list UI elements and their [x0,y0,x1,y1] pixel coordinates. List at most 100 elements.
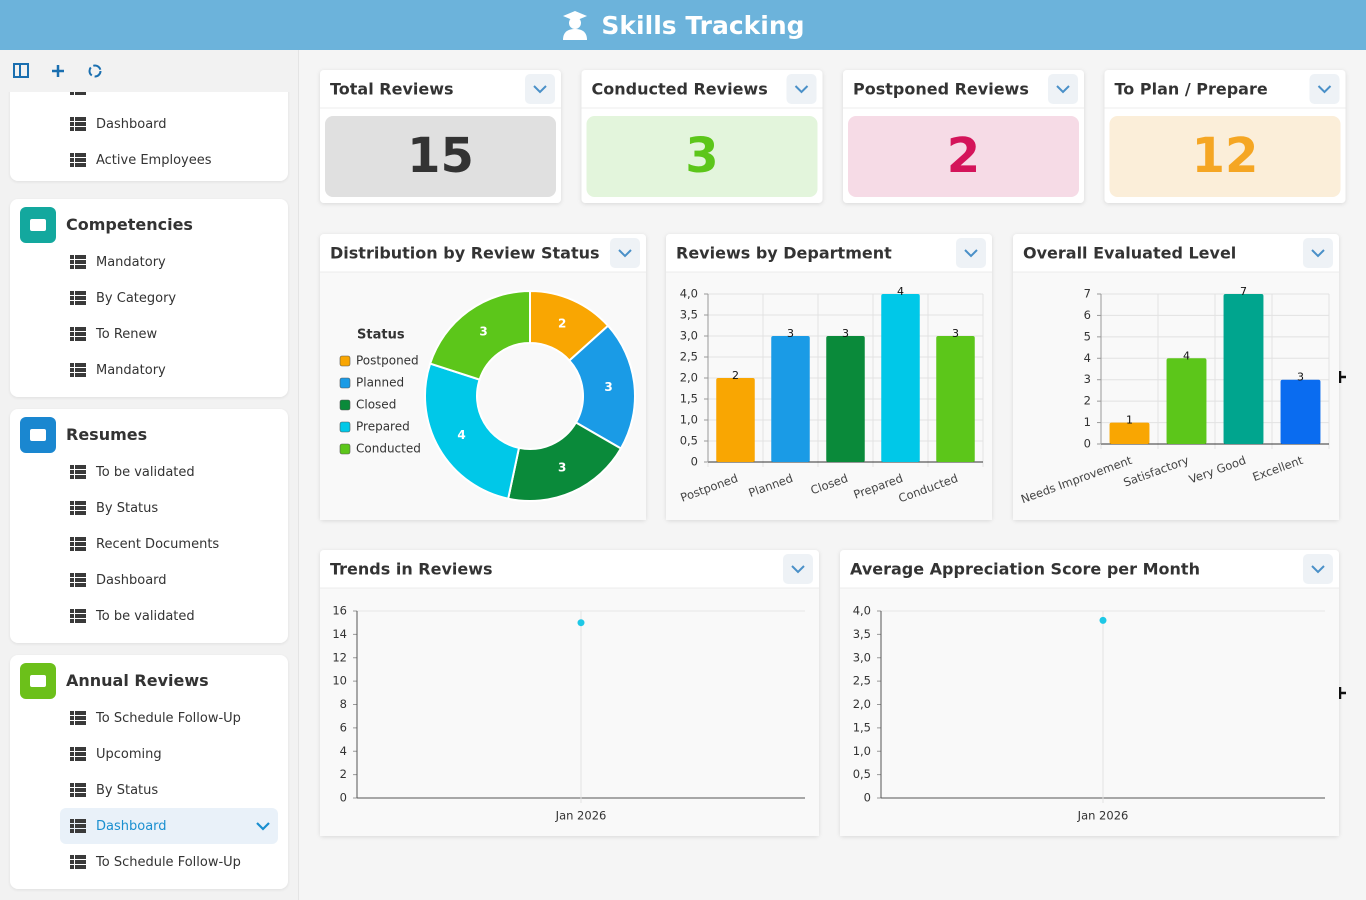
add-button[interactable] [52,65,64,77]
group-title[interactable]: Resumes [66,425,148,444]
slice-label: 3 [558,461,566,475]
menu-button[interactable] [1303,554,1333,584]
y-tick-label: 3 [1084,372,1091,386]
menu-item[interactable]: By Status [60,772,278,808]
y-tick-label: 10 [332,674,347,688]
item-label: With Documents [96,92,204,96]
menu-button[interactable] [525,74,555,104]
y-tick-label: 0 [691,455,698,469]
item-icon [70,501,86,515]
y-tick-label: 12 [332,650,347,664]
y-tick-label: 7 [1084,287,1091,301]
item-icon [70,291,86,305]
menu-button[interactable] [956,238,986,268]
item-icon [70,783,86,797]
pie-slice [506,421,623,502]
sidebar-menu: With Documents Dashboard Active Employees C… [0,92,298,900]
menu-item[interactable]: With Documents [60,92,278,106]
legend-label[interactable]: Postponed [356,354,419,368]
legend-label[interactable]: Closed [356,398,396,412]
bar [771,336,810,462]
item-icon [70,573,86,587]
menu-item[interactable]: To Renew [60,316,278,352]
legend-label[interactable]: Conducted [356,442,421,456]
group-icon [20,663,56,699]
chevron [533,85,547,94]
menu-item[interactable]: Active Employees [60,142,278,178]
y-tick-label: 0,5 [680,434,698,448]
menu-button[interactable] [783,554,813,584]
group-title[interactable]: Competencies [66,215,193,234]
menu-item[interactable]: Dashboard [60,562,278,598]
y-tick-label: 1 [1084,415,1091,429]
card-title: Overall Evaluated Level [1023,244,1236,263]
kpi-box [848,116,1079,197]
y-tick-label: 3,0 [680,329,698,343]
legend-swatch [339,443,351,455]
y-tick-label: 0 [1084,437,1091,451]
menu-button[interactable] [1048,74,1078,104]
bar [1109,422,1150,444]
menu-item[interactable]: Mandatory [60,244,278,280]
item-label: Upcoming [96,746,162,762]
sidebar: With Documents Dashboard Active Employees C… [0,50,299,900]
bar [881,294,920,462]
menu-group: Competencies Mandatory By Category To Renew… [10,199,288,397]
y-tick-label: 2,0 [680,371,698,385]
item-icon [70,711,86,725]
item-icon [70,255,86,269]
menu-item[interactable]: Upcoming [60,736,278,772]
item-icon [70,92,86,95]
item-icon [70,153,86,167]
kpi-value: 12 [1192,128,1259,184]
item-icon [70,609,86,623]
y-tick-label: 1,0 [680,413,698,427]
menu-button[interactable] [1303,238,1333,268]
chevron [794,85,809,94]
menu-item[interactable]: Mandatory [60,352,278,388]
y-tick-label: 3,5 [853,627,871,641]
y-tick-label: 4 [1084,351,1091,365]
menu-button[interactable] [1309,74,1340,104]
menu-item[interactable]: To Schedule Follow-Up [60,844,278,880]
menu-item[interactable]: By Category [60,280,278,316]
menu-item[interactable]: To be validated [60,598,278,634]
point[interactable] [577,619,585,627]
refresh-button[interactable] [88,64,102,78]
menu-item[interactable]: To be validated [60,454,278,490]
legend-label[interactable]: Planned [356,376,404,390]
menu-item[interactable]: Recent Documents [60,526,278,562]
layout-button[interactable] [13,63,29,78]
kpi-box [586,116,818,197]
chevron [1056,85,1070,94]
item-label: By Category [96,290,177,306]
card-title: Trends in Reviews [330,560,493,579]
chevron[interactable] [256,821,270,831]
pie-slice [428,289,531,381]
item-label: Active Employees [96,152,212,168]
item-label: To be validated [96,608,195,624]
menu-item[interactable]: By Status [60,490,278,526]
card-title: Postponed Reviews [853,80,1029,99]
bar-value-label: 1 [1126,414,1133,427]
legend-label[interactable]: Prepared [356,420,410,434]
bar-value-label: 4 [1183,349,1190,362]
group-title[interactable]: Annual Reviews [66,671,209,690]
point[interactable] [1099,616,1107,624]
bar [716,378,755,462]
menu-item[interactable]: To Schedule Follow-Up [60,700,278,736]
x-tick-label: Jan 2026 [555,809,607,823]
menu-item-active[interactable]: Dashboard [60,808,278,844]
y-tick-label: 0,5 [853,767,871,781]
slice-label: 3 [604,380,612,394]
bar-value-label: 3 [842,327,849,340]
menu-item[interactable]: Dashboard [60,106,278,142]
menu-button[interactable] [610,238,640,268]
toolbar [0,50,298,92]
menu-button[interactable] [786,74,817,104]
y-tick-label: 1,5 [853,720,871,734]
legend-title: Status [357,328,405,343]
y-tick-label: 2 [1084,394,1091,408]
